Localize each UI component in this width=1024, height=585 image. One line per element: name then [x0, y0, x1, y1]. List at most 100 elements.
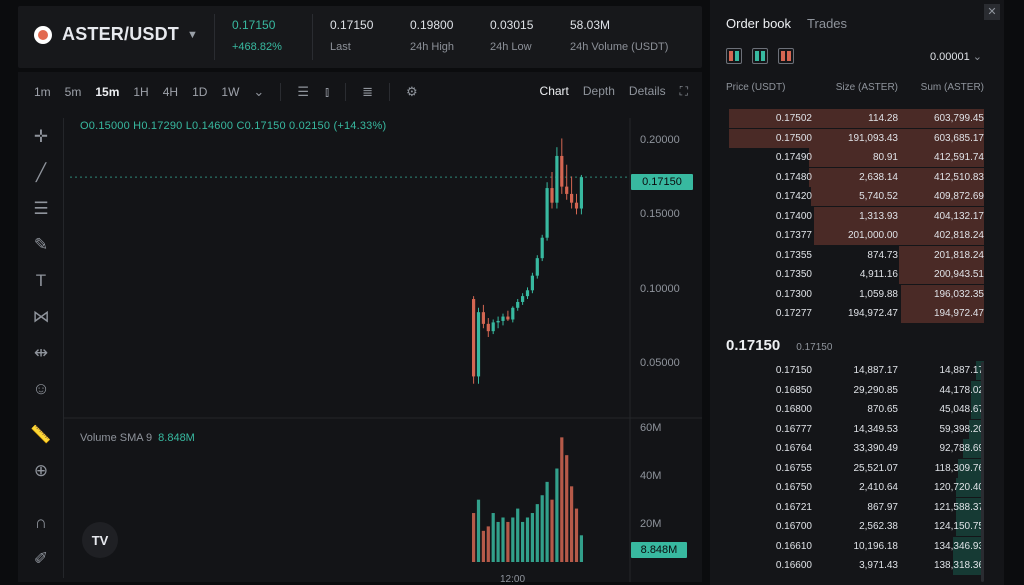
chart-panel: 1m 5m 15m 1H 4H 1D 1W ⌄ ☰ ⫾ ≣ ⚙ Chart De…	[18, 72, 702, 585]
tab-order-book[interactable]: Order book	[726, 16, 792, 31]
asks-only-view-icon[interactable]	[778, 48, 794, 64]
bids-only-view-icon[interactable]	[752, 48, 768, 64]
market-header: ASTER/USDT ▼ 0.17150 +468.82% 0.17150 La…	[18, 6, 702, 68]
bid-row[interactable]: 0.16610 10,196.18 134,346.93	[726, 536, 984, 556]
volume-bar	[579, 535, 583, 562]
last-price-block: 0.17150 +468.82%	[232, 18, 282, 53]
zoom-in-icon[interactable]: ⊕	[33, 461, 49, 480]
volume-bar	[516, 508, 520, 562]
bid-sum: 134,346.93	[933, 540, 984, 552]
bid-price: 0.16764	[775, 443, 812, 454]
ask-row[interactable]: 0.17355 874.73 201,818.24	[726, 245, 984, 265]
bid-price: 0.16721	[775, 501, 812, 513]
bid-row[interactable]: 0.16800 870.65 45,048.67	[726, 400, 984, 419]
scrollbar[interactable]	[981, 362, 984, 582]
price-chart[interactable]	[18, 72, 702, 582]
depth-bar	[898, 245, 984, 265]
indicators-icon[interactable]: ≣	[362, 84, 374, 99]
column-header-size: Size (ASTER)	[835, 82, 898, 93]
volume-bar	[574, 508, 579, 562]
fullscreen-icon[interactable]: ⛶	[679, 84, 688, 98]
stat-value: 0.19800	[410, 18, 454, 32]
bid-row[interactable]: 0.16600 3,971.43 138,318.36	[726, 556, 984, 575]
ask-row[interactable]: 0.17480 2,638.14 412,510.83	[726, 167, 984, 187]
candle-body	[530, 275, 534, 291]
emoji-icon[interactable]: ☺	[32, 379, 50, 398]
tradingview-logo[interactable]: TV	[82, 522, 118, 558]
bid-size: 2,562.38	[859, 521, 898, 532]
tab-depth[interactable]: Depth	[582, 84, 615, 98]
depth-bar	[728, 128, 984, 148]
trend-line-icon[interactable]: ╱	[35, 163, 47, 182]
settings-icon[interactable]: ⚙	[406, 84, 418, 99]
ask-sum: 200,943.51	[933, 269, 984, 280]
close-icon[interactable]: ✕	[984, 4, 1000, 20]
magnet-icon[interactable]: ∩	[34, 513, 48, 532]
stat-label: 24h Volume (USDT)	[570, 41, 669, 53]
depth-bar	[955, 497, 984, 517]
bid-row[interactable]: 0.16721 867.97 121,588.37	[726, 497, 984, 517]
ask-size: 191,093.43	[847, 132, 898, 144]
volume-bar	[525, 517, 530, 562]
ask-row[interactable]: 0.17420 5,740.52 409,872.69	[726, 187, 984, 206]
timeframe-dropdown-icon[interactable]: ⌄	[253, 84, 265, 99]
pair-selector[interactable]: ASTER/USDT ▼	[34, 24, 198, 45]
depth-bar	[955, 478, 984, 497]
timeframe-1h[interactable]: 1H	[133, 85, 149, 99]
tick-size-select[interactable]: 0.00001 ⌄	[930, 50, 982, 63]
bid-size: 3,971.43	[859, 560, 898, 571]
bid-row[interactable]: 0.17150 14,887.17 14,887.17	[726, 361, 984, 380]
bid-sum: 121,588.37	[933, 501, 984, 513]
divider	[389, 83, 391, 101]
volume-bar	[555, 468, 559, 562]
text-tool-icon[interactable]: T	[35, 271, 47, 290]
timeframe-1w[interactable]: 1W	[221, 85, 240, 99]
timeframe-1d[interactable]: 1D	[192, 85, 208, 99]
tab-details[interactable]: Details	[628, 84, 666, 98]
crosshair-icon[interactable]: ✛	[33, 127, 49, 146]
horizontal-lines-icon[interactable]: ☰	[33, 199, 49, 218]
ask-row[interactable]: 0.17277 194,972.47 194,972.47	[726, 304, 984, 323]
ask-row[interactable]: 0.17400 1,313.93 404,132.17	[726, 206, 984, 226]
chart-toolbar: 1m 5m 15m 1H 4H 1D 1W ⌄ ☰ ⫾ ≣ ⚙ Chart De…	[18, 72, 702, 112]
pattern-tool-icon[interactable]: ⋈	[32, 307, 50, 326]
stat-label: 24h Low	[490, 41, 532, 53]
bid-row[interactable]: 0.16777 14,349.53 59,398.20	[726, 419, 984, 439]
volume-bar	[501, 517, 505, 562]
candle-style-icon[interactable]: ⫾	[324, 84, 330, 99]
bid-row[interactable]: 0.16755 25,521.07 118,309.76	[726, 458, 984, 478]
candle-body	[550, 188, 554, 203]
tab-trades[interactable]: Trades	[807, 16, 848, 31]
ask-row[interactable]: 0.17490 80.91 412,591.74	[726, 148, 984, 167]
brush-icon[interactable]: ✎	[33, 235, 49, 254]
timeframe-1m[interactable]: 1m	[34, 85, 51, 99]
stat-value: 58.03M	[570, 18, 611, 32]
tab-chart[interactable]: Chart	[539, 84, 569, 98]
ask-sum: 196,032.35	[933, 288, 984, 300]
candle-body	[501, 316, 505, 321]
timeframe-5m[interactable]: 5m	[64, 85, 82, 99]
ask-row[interactable]: 0.17350 4,911.16 200,943.51	[726, 265, 984, 284]
measure-tool-icon[interactable]: ⇹	[33, 343, 49, 362]
depth-bar	[968, 419, 984, 439]
both-sides-view-icon[interactable]	[726, 48, 742, 64]
bid-row[interactable]: 0.16750 2,410.64 120,720.40	[726, 478, 984, 497]
ask-row[interactable]: 0.17502 114.28 603,799.45	[726, 109, 984, 128]
volume-bar	[496, 521, 500, 562]
ask-row[interactable]: 0.17500 191,093.43 603,685.17	[726, 128, 984, 148]
ask-row[interactable]: 0.17300 1,059.88 196,032.35	[726, 284, 984, 304]
bid-row[interactable]: 0.16764 33,390.49 92,788.69	[726, 439, 984, 458]
timeframe-4h[interactable]: 4H	[162, 85, 179, 99]
candle-body	[540, 237, 544, 259]
timeframe-15m[interactable]: 15m	[95, 85, 120, 99]
chart-type-icon[interactable]: ☰	[297, 84, 309, 99]
bid-row[interactable]: 0.16700 2,562.38 124,150.75	[726, 517, 984, 536]
stat-24h-high: 0.19800 24h High	[410, 18, 454, 53]
depth-bar	[813, 226, 984, 245]
bid-row[interactable]: 0.16850 29,290.85 44,178.02	[726, 380, 984, 400]
ask-row[interactable]: 0.17377 201,000.00 402,818.24	[726, 226, 984, 245]
lock-drawing-icon[interactable]: ✐	[33, 549, 49, 568]
time-axis-label: 12:00	[500, 574, 526, 585]
candle-body	[574, 202, 579, 209]
ruler-icon[interactable]: 📏	[30, 425, 52, 444]
